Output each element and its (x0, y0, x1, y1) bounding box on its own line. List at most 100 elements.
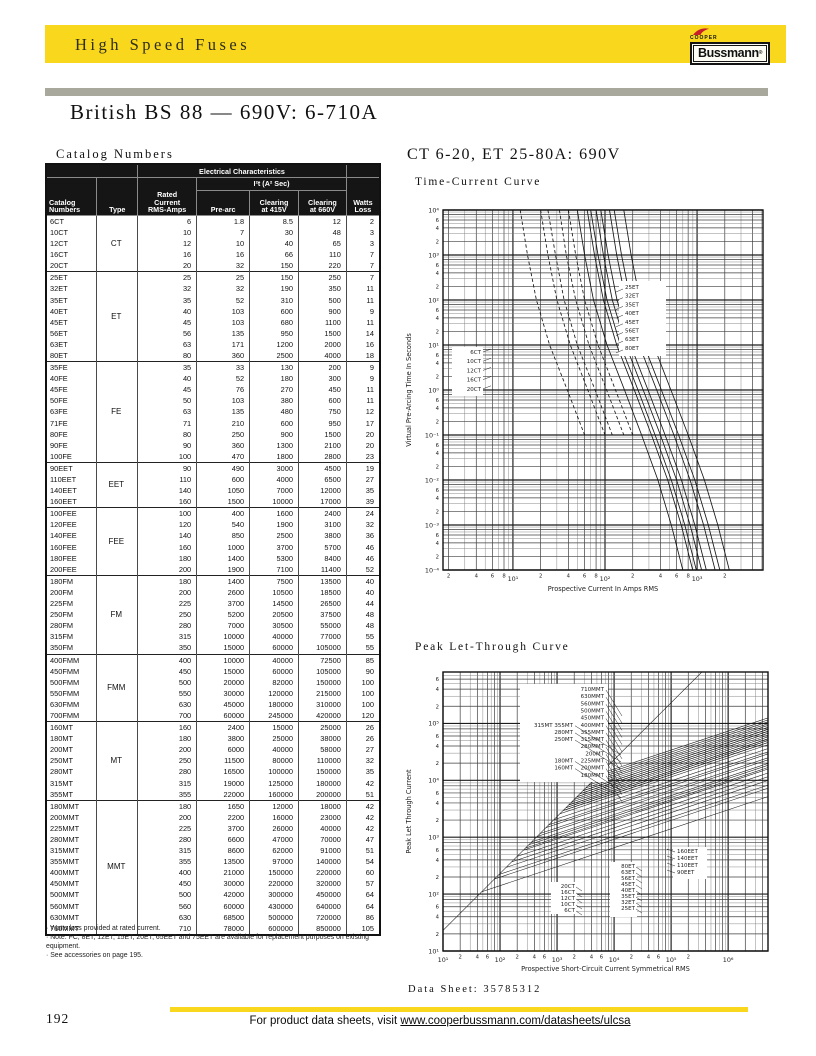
svg-text:6: 6 (436, 848, 440, 854)
value-cell: 72500 (297, 653, 347, 666)
value-cell: 33 (196, 361, 251, 374)
table-row: 180MMT MMT 180 1650 12000 18000 42 (45, 799, 381, 935)
value-cell: 2100 (297, 439, 347, 451)
svg-text:45ET: 45ET (621, 882, 635, 888)
footer-link[interactable]: www.cooperbussmann.com/datasheets/ulcsa (400, 1015, 631, 1027)
value-cell: 120 (345, 710, 381, 722)
svg-text:6: 6 (657, 955, 661, 961)
value-cell: 7 (196, 227, 251, 239)
logo-cooper-text: COOPER (690, 35, 718, 41)
value-cell: 600 (249, 417, 299, 429)
value-cell: 1600 (249, 507, 299, 520)
type-col-header: Type (96, 177, 139, 216)
table-row: 560MMT 560 60000 430000 640000 64 (45, 900, 381, 912)
catalog-number-cell: 40ET (45, 305, 98, 317)
value-cell: 1400 (196, 575, 251, 588)
catalog-number-cell: 315MMT (45, 845, 98, 857)
catalog-number-cell: 200FM (45, 587, 98, 599)
value-cell: 600 (297, 395, 347, 407)
value-cell: 200 (137, 744, 198, 756)
value-cell: 3100 (297, 519, 347, 531)
svg-text:4: 4 (436, 451, 440, 457)
svg-text:2: 2 (436, 761, 439, 767)
svg-text:450MMT: 450MMT (581, 716, 605, 722)
table-row: 710MMT 710 78000 600000 850000 105 (45, 922, 381, 935)
value-cell: 900 (249, 428, 299, 440)
svg-text:4: 4 (436, 361, 440, 367)
svg-text:315MT 355MT: 315MT 355MT (534, 723, 574, 729)
value-cell: 12 (137, 238, 198, 250)
catalog-number-cell: 280MMT (45, 834, 98, 846)
value-cell: 350 (297, 283, 347, 295)
svg-text:20CT: 20CT (561, 884, 576, 890)
value-cell: 65 (297, 238, 347, 250)
catalog-number-cell: 140EET (45, 485, 98, 497)
svg-text:10⁵: 10⁵ (666, 956, 677, 964)
table-row: 550FMM 550 30000 120000 215000 100 (45, 687, 381, 700)
value-cell: 56 (137, 327, 198, 340)
catalog-number-cell: 500MMT (45, 889, 98, 901)
value-cell: 850000 (297, 922, 347, 935)
catalog-number-cell: 16CT (45, 249, 98, 261)
value-cell: 40000 (297, 823, 347, 835)
value-cell: 600 (249, 305, 299, 317)
svg-text:45ET: 45ET (625, 320, 639, 326)
table-row: 40ET 40 103 600 900 9 (45, 305, 381, 317)
value-cell: 2500 (249, 530, 299, 542)
catalog-number-cell: 250FM (45, 609, 98, 621)
value-cell: 6 (137, 215, 198, 228)
table-row: 6CT CT 6 1.8 8.5 12 2 (45, 214, 381, 272)
value-cell: 560 (137, 900, 198, 912)
value-cell: 200 (137, 563, 198, 576)
value-cell: 350 (137, 642, 198, 655)
value-cell: 100 (345, 676, 381, 688)
value-cell: 2500 (249, 350, 299, 362)
value-cell: 500 (137, 889, 198, 901)
value-cell: 3800 (196, 733, 251, 745)
value-cell: 103 (196, 395, 251, 407)
catalog-table-body: 6CT CT 6 1.8 8.5 12 2 10CT 10 7 30 48 3 12CT 12 10 40 65 3… (45, 214, 381, 935)
value-cell: 25000 (249, 733, 299, 745)
value-cell: 16 (196, 249, 251, 261)
time-current-curve-chart: 2 4 6 8 10¹ 2 4 6 8 10² 2 4 6 8 10³ 210⁻⁴24610⁻³24610⁻²… (405, 206, 764, 593)
value-cell: 70000 (297, 834, 347, 846)
catalog-number-cell: 45ET (45, 316, 98, 328)
value-cell: 180000 (249, 699, 299, 711)
value-cell: 360 (196, 439, 251, 451)
catalog-number-cell: 710MMT (45, 922, 98, 935)
value-cell: 105000 (297, 642, 347, 655)
catalog-number-cell: 71FE (45, 417, 98, 429)
value-cell: 110 (297, 249, 347, 261)
i2t-header: I²t (A² Sec) (196, 177, 347, 191)
catalog-number-cell: 200FEE (45, 563, 98, 576)
svg-text:10⁰: 10⁰ (428, 386, 439, 394)
catalog-number-cell: 100FE (45, 450, 98, 463)
catalog-number-cell: 160EET (45, 496, 98, 508)
table-row: 63ET 63 171 1200 2000 16 (45, 339, 381, 351)
value-cell: 400 (137, 867, 198, 879)
svg-text:140EET: 140EET (677, 856, 698, 862)
svg-text:630MMT: 630MMT (581, 694, 605, 700)
svg-text:10CT: 10CT (561, 902, 576, 908)
value-cell: 58000 (297, 744, 347, 756)
value-cell: 3700 (196, 598, 251, 610)
value-cell: 23 (345, 450, 381, 463)
value-cell: 51 (345, 788, 381, 801)
value-cell: 57 (345, 878, 381, 890)
svg-text:2: 2 (436, 554, 439, 560)
value-cell: 40000 (249, 744, 299, 756)
table-row: 80FE 80 250 900 1500 20 (45, 428, 381, 440)
catalog-number-cell: 400MMT (45, 867, 98, 879)
value-cell: 315 (137, 777, 198, 789)
value-cell: 42 (345, 777, 381, 789)
value-cell: 90 (137, 439, 198, 451)
svg-text:10⁴: 10⁴ (428, 206, 439, 214)
footnote: · See accessories on page 195. (46, 952, 143, 960)
catalog-number-cell: 200MMT (45, 811, 98, 824)
svg-text:2: 2 (516, 955, 519, 961)
page-title: British BS 88 — 690V: 6-710A (70, 100, 379, 124)
svg-text:4: 4 (436, 687, 440, 693)
value-cell: 1200 (249, 339, 299, 351)
catalog-number-cell: 100FEE (45, 507, 98, 520)
value-cell: 18000 (297, 799, 347, 812)
